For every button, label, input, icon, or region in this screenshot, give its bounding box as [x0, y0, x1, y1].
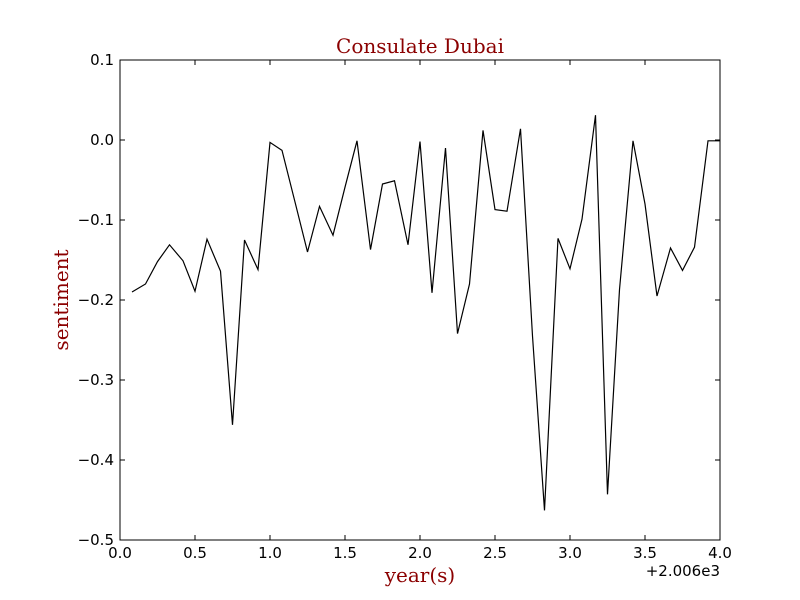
- y-tick-label: −0.3: [78, 371, 114, 389]
- y-tick-label: −0.5: [78, 531, 114, 549]
- x-tick-label: 0.0: [108, 544, 132, 562]
- chart-title: Consulate Dubai: [336, 34, 504, 58]
- x-tick-label: 3.5: [633, 544, 657, 562]
- x-offset-label: +2.006e3: [646, 562, 720, 580]
- y-tick-label: −0.1: [78, 211, 114, 229]
- series-line: [131, 115, 720, 511]
- y-tick-label: −0.4: [78, 451, 114, 469]
- x-tick-label: 0.5: [183, 544, 207, 562]
- x-tick-label: 3.0: [558, 544, 582, 562]
- y-axis-label: sentiment: [49, 249, 73, 350]
- plot-frame: [119, 59, 721, 541]
- series-layer: [131, 115, 720, 511]
- x-tick-label: 2.0: [408, 544, 432, 562]
- y-tick-label: −0.2: [78, 291, 114, 309]
- x-tick-label: 1.5: [333, 544, 357, 562]
- y-tick-label: 0.0: [90, 131, 114, 149]
- x-tick-label: 1.0: [258, 544, 282, 562]
- axis-ticks: 0.0 0.5 1.0 1.5 2.0 2.5 3.0 3.5 4.0 0.1 0.0 −0.1 −0.…: [78, 51, 732, 562]
- x-axis-label: year(s): [384, 563, 456, 587]
- x-tick-label: 2.5: [483, 544, 507, 562]
- x-tick-label: 4.0: [708, 544, 732, 562]
- y-tick-label: 0.1: [90, 51, 114, 69]
